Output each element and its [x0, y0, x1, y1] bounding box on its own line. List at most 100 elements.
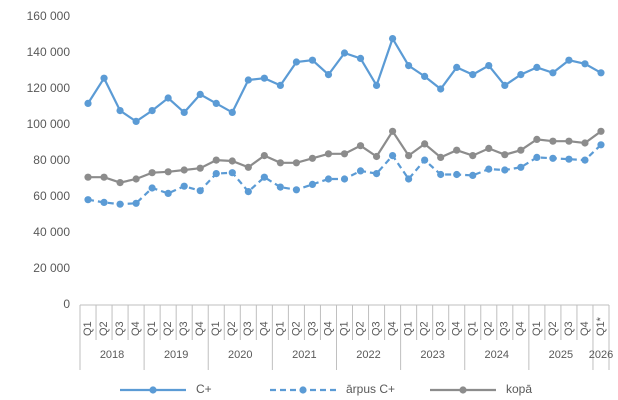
x-group-label: 2018	[100, 349, 124, 361]
data-point	[597, 141, 605, 149]
x-tick-label: Q4	[194, 321, 206, 336]
data-point	[469, 71, 477, 79]
data-point	[84, 196, 92, 204]
data-point	[180, 182, 188, 190]
data-point	[228, 169, 236, 177]
data-point	[501, 166, 509, 174]
data-point	[244, 188, 252, 196]
data-point	[276, 183, 284, 191]
data-point	[324, 71, 333, 79]
x-tick-label: Q2	[98, 321, 110, 336]
data-point	[437, 170, 445, 179]
data-point	[116, 179, 124, 187]
x-tick-label: Q1	[146, 321, 158, 336]
data-point	[228, 108, 236, 116]
data-point	[276, 81, 284, 89]
x-group-label: 2019	[164, 349, 188, 361]
x-tick-label: Q3	[563, 321, 575, 336]
data-point	[84, 173, 92, 181]
data-point	[196, 164, 204, 172]
data-point	[421, 156, 429, 164]
data-point	[405, 152, 413, 160]
data-point	[453, 146, 461, 154]
data-point	[132, 175, 140, 183]
x-tick-label: Q4	[322, 321, 334, 336]
x-tick-label: Q1	[403, 321, 415, 336]
data-point	[260, 173, 268, 181]
data-point	[212, 156, 220, 164]
y-tick-label: 0	[63, 297, 70, 311]
y-tick-label: 120 000	[27, 81, 71, 95]
legend-marker	[149, 386, 157, 394]
data-point	[405, 175, 413, 183]
data-point	[356, 54, 365, 63]
x-tick-label: Q1	[531, 321, 543, 336]
data-point	[437, 85, 445, 93]
data-point	[388, 127, 397, 135]
data-point	[180, 166, 188, 174]
data-point	[228, 157, 236, 165]
x-tick-label: Q1	[82, 321, 94, 336]
data-point	[533, 153, 541, 161]
data-point	[469, 171, 477, 179]
data-point	[421, 72, 429, 80]
x-group-label: 2023	[420, 349, 444, 361]
legend-marker	[299, 386, 307, 394]
data-point	[340, 175, 349, 183]
data-point	[164, 94, 172, 102]
data-point	[116, 200, 124, 208]
data-point	[581, 60, 589, 68]
x-tick-label: Q1	[274, 321, 286, 336]
data-point	[340, 49, 349, 57]
data-point	[308, 180, 317, 188]
x-group-label: 2025	[549, 349, 573, 361]
x-tick-label: Q2	[419, 321, 431, 336]
x-group-label: 2024	[485, 349, 509, 361]
data-point	[388, 35, 397, 43]
x-tick-label: Q1	[467, 321, 479, 336]
x-tick-label: Q3	[178, 321, 190, 336]
x-tick-label: Q4	[258, 321, 270, 336]
y-tick-label: 100 000	[27, 117, 71, 131]
y-tick-label: 160 000	[27, 9, 71, 23]
data-point	[437, 153, 445, 161]
data-point	[132, 199, 140, 207]
y-tick-label: 40 000	[33, 225, 70, 239]
x-group-label: 2021	[292, 349, 316, 361]
data-point	[533, 135, 541, 143]
x-tick-label: Q2	[483, 321, 495, 336]
data-point	[244, 163, 252, 171]
x-group-label: 2026	[589, 349, 613, 361]
data-point	[453, 63, 461, 71]
x-tick-label: Q4	[386, 321, 398, 336]
x-tick-label: Q1	[210, 321, 222, 336]
data-point	[292, 186, 301, 194]
legend-marker	[459, 386, 467, 394]
legend-label: C+	[196, 382, 212, 396]
x-tick-label: Q2	[162, 321, 174, 336]
data-point	[308, 56, 317, 64]
data-point	[84, 99, 92, 107]
data-point	[116, 107, 124, 115]
data-point	[597, 127, 605, 135]
data-point	[340, 150, 349, 158]
data-point	[388, 152, 397, 160]
x-group-label: 2022	[356, 349, 380, 361]
y-tick-label: 80 000	[33, 153, 70, 167]
data-point	[164, 168, 172, 176]
x-tick-label: Q2	[547, 321, 559, 336]
data-point	[485, 165, 493, 173]
data-point	[372, 152, 381, 161]
legend-label: kopā	[506, 382, 532, 396]
y-tick-label: 60 000	[33, 189, 70, 203]
data-point	[132, 117, 140, 125]
x-tick-label: Q2	[290, 321, 302, 336]
data-point	[517, 163, 525, 171]
x-tick-label: Q1*	[595, 316, 607, 336]
data-point	[517, 71, 525, 79]
data-point	[260, 74, 268, 82]
x-tick-label: Q2	[354, 321, 366, 336]
data-point	[565, 56, 573, 64]
data-point	[148, 184, 156, 192]
